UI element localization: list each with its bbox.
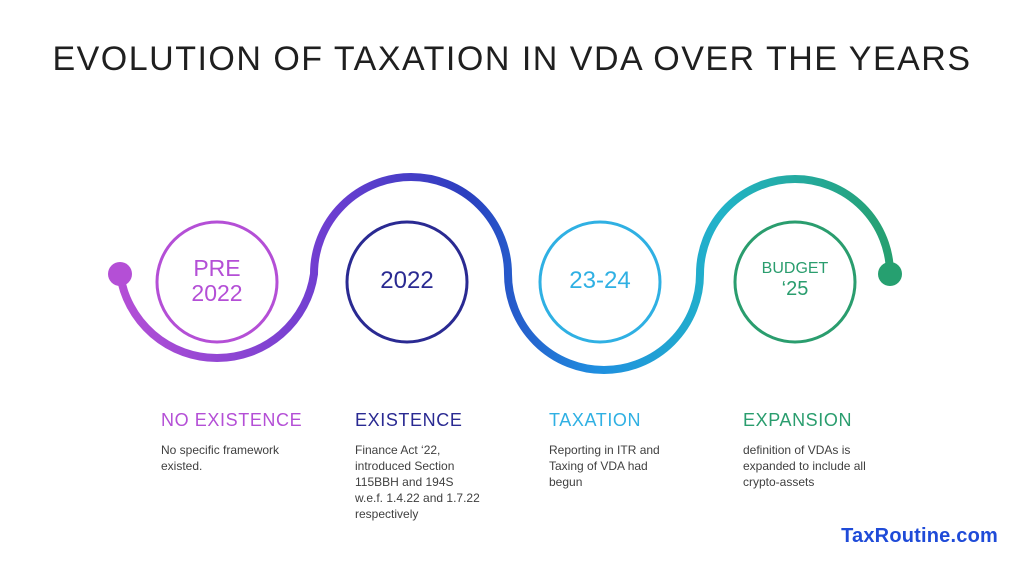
- timeline-start-dot: [108, 262, 132, 286]
- stage-2-desc-line: Finance Act ‘22,: [355, 443, 441, 457]
- timeline-end-dot: [878, 262, 902, 286]
- stage-1-circle-label: PRE 2022: [157, 255, 277, 307]
- stage-2-phase: EXISTENCE: [355, 410, 463, 430]
- stage-4-phase: EXPANSION: [743, 410, 853, 430]
- stage-4-circle-line-1: BUDGET: [761, 260, 829, 277]
- brand-logo-text[interactable]: TaxRoutine.com: [841, 525, 998, 547]
- stage-4-description: definition of VDAs is expanded to includ…: [743, 442, 893, 490]
- stage-1-desc-line: No specific framework: [161, 443, 280, 457]
- stage-3-desc-line: begun: [549, 475, 583, 489]
- stage-4-desc-line: expanded to include all: [743, 459, 866, 473]
- stage-2-circle: [345, 220, 469, 344]
- stage-2-circle-line-1: 2022: [380, 267, 434, 294]
- stage-1-circle-line-1: PRE: [193, 255, 241, 281]
- stage-3-phase: TAXATION: [549, 410, 642, 430]
- stage-3-desc-line: Taxing of VDA had: [549, 459, 648, 473]
- stage-3-description: Reporting in ITR and Taxing of VDA had b…: [549, 442, 699, 490]
- stage-3-circle: [538, 220, 662, 344]
- stage-1-description: No specific framework existed.: [161, 442, 311, 474]
- stage-4-circle-line-2: ‘25: [781, 277, 809, 300]
- stage-3-desc-line: Reporting in ITR and: [549, 443, 660, 457]
- stage-4-desc-line: definition of VDAs is: [743, 443, 851, 457]
- timeline-path: [116, 173, 894, 374]
- stage-1-circle-line-2: 2022: [191, 280, 243, 307]
- stage-1-circle: [155, 220, 279, 344]
- stage-2-desc-line: w.e.f. 1.4.22 and 1.7.22: [355, 491, 480, 505]
- stage-2-desc-line: introduced Section: [355, 459, 455, 473]
- stage-1-phase: NO EXISTENCE: [161, 410, 303, 430]
- stage-2-desc-line: 115BBH and 194S: [355, 475, 454, 489]
- stage-2-circle-label: 2022: [347, 267, 467, 294]
- stage-3-circle-line-1: 23-24: [569, 267, 631, 294]
- stage-4-circle-label: BUDGET ‘25: [735, 260, 855, 300]
- stage-2-desc-line: respectively: [355, 507, 419, 521]
- stage-2-description: Finance Act ‘22, introduced Section 115B…: [355, 442, 505, 522]
- stage-3-circle-label: 23-24: [540, 267, 660, 294]
- page-title: EVOLUTION OF TAXATION IN VDA OVER THE YE…: [52, 40, 972, 78]
- stage-4-desc-line: crypto-assets: [743, 475, 815, 489]
- stage-1-desc-line: existed.: [161, 459, 203, 473]
- stage-4-circle: [733, 220, 857, 344]
